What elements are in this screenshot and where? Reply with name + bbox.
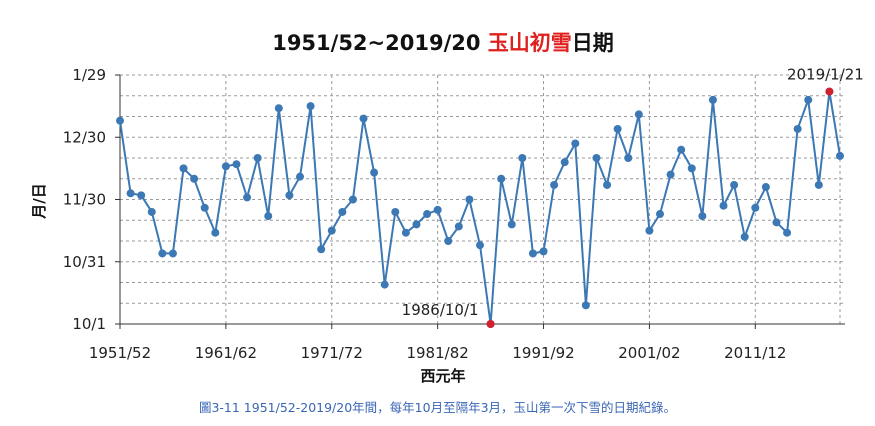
data-point (211, 228, 220, 237)
data-point (708, 95, 717, 104)
highlight-point (486, 320, 495, 328)
data-point (179, 164, 188, 173)
data-point (761, 183, 770, 192)
data-point (677, 145, 686, 154)
data-point (391, 207, 400, 216)
data-point (804, 95, 813, 104)
series-path (119, 91, 841, 325)
figure-caption: 圖3-11 1951/52-2019/20年間，每年10月至隔年3月，玉山第一次… (198, 400, 677, 415)
data-point (306, 102, 315, 111)
y-tick-label: 1/29 (72, 66, 106, 84)
data-point (285, 191, 294, 200)
data-point (348, 195, 357, 204)
data-point (147, 207, 156, 216)
y-tick-label: 10/31 (63, 253, 106, 271)
highlight-points: 1986/10/1 2019/1/21 (402, 66, 864, 328)
x-axis-title: 西元年 (420, 367, 465, 385)
chart-title-highlight: 玉山初雪 (488, 31, 572, 55)
data-point (168, 249, 177, 258)
data-point (772, 218, 781, 227)
data-point (687, 164, 696, 173)
data-point (327, 226, 336, 235)
data-point (380, 280, 389, 289)
data-point (232, 160, 241, 169)
data-point (666, 170, 675, 179)
data-point (603, 180, 612, 189)
data-point (571, 139, 580, 148)
data-point (814, 180, 823, 189)
data-point (370, 168, 379, 177)
x-tick-label: 1951/52 (89, 344, 151, 362)
data-point (656, 210, 664, 219)
data-point (190, 174, 199, 183)
x-tick-label: 1971/72 (301, 344, 363, 362)
data-point (264, 212, 273, 221)
data-point (624, 154, 633, 162)
series-line (116, 87, 844, 328)
data-point (528, 249, 537, 258)
y-tick-label: 11/30 (63, 191, 106, 209)
data-point (698, 212, 707, 221)
data-point (126, 189, 135, 198)
highlight-point (825, 87, 834, 96)
y-axis-title: 月/日 (30, 183, 48, 219)
data-point (539, 247, 548, 256)
data-point (550, 180, 559, 189)
data-point (645, 226, 654, 235)
data-point (783, 228, 792, 237)
data-point (137, 191, 146, 200)
data-point (454, 222, 463, 231)
chart-title-years: 1951/52~2019/20 (272, 31, 488, 55)
data-point (719, 201, 728, 210)
y-tick-label: 12/30 (63, 128, 106, 146)
data-point (412, 220, 421, 229)
data-point (433, 205, 442, 214)
data-point (338, 207, 347, 216)
axes (115, 74, 845, 329)
data-point (158, 249, 167, 258)
data-point (592, 154, 601, 162)
data-point (613, 124, 622, 133)
data-point (730, 180, 739, 189)
data-point (423, 210, 432, 219)
data-point (465, 195, 474, 204)
data-point (116, 116, 124, 125)
data-point (740, 232, 749, 241)
data-point (634, 110, 643, 119)
data-point (317, 245, 326, 254)
data-point (793, 124, 802, 133)
x-tick-label: 1981/82 (406, 344, 468, 362)
data-point (751, 203, 760, 212)
data-point (560, 158, 569, 167)
highlight-label: 1986/10/1 (402, 301, 479, 319)
chart-title: 1951/52~2019/20 玉山初雪日期 (272, 31, 614, 55)
data-point (581, 301, 590, 310)
chart-title-suffix: 日期 (572, 31, 614, 55)
x-tick-label: 1991/92 (512, 344, 574, 362)
data-point (296, 172, 304, 181)
data-point (274, 104, 283, 113)
y-tick-label: 10/1 (72, 315, 106, 333)
x-tick-label: 1961/62 (195, 344, 257, 362)
highlight-label: 2019/1/21 (787, 66, 864, 84)
x-tick-label: 2001/02 (618, 344, 680, 362)
data-point (476, 241, 484, 250)
data-point (221, 162, 230, 171)
data-point (200, 203, 209, 212)
data-point (359, 114, 368, 123)
data-point (507, 220, 516, 229)
data-point (253, 154, 262, 162)
data-point (497, 174, 506, 183)
data-point (401, 228, 410, 237)
data-point (243, 193, 252, 202)
x-tick-label: 2011/12 (724, 344, 786, 362)
data-point (444, 237, 453, 245)
data-point (836, 151, 844, 160)
data-point (518, 154, 527, 162)
tick-labels: 10/1 10/31 11/30 12/30 1/29 1951/52 1961/62 197… (63, 66, 787, 362)
